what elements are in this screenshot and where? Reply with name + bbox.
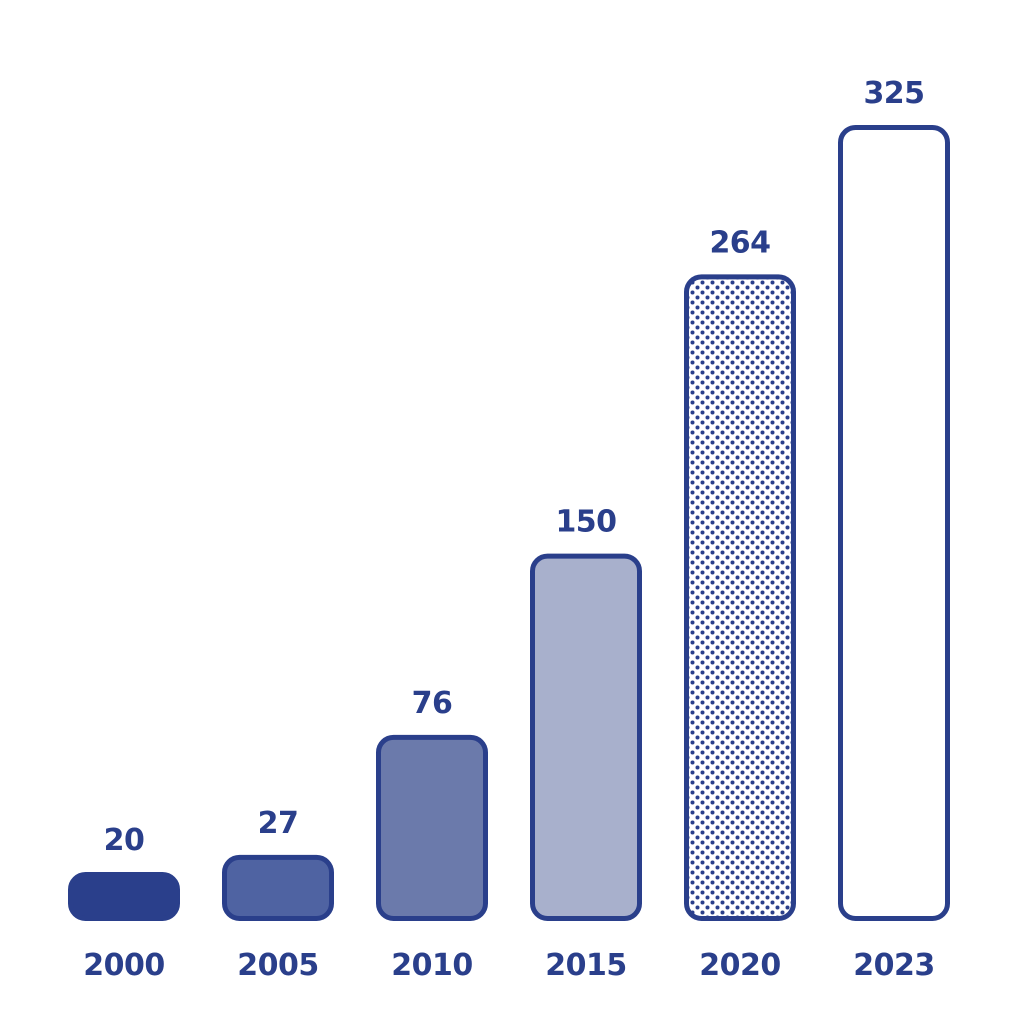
bar-2005	[222, 854, 334, 922]
bar-2010	[376, 734, 488, 921]
value-label-2000: 20	[104, 823, 145, 858]
bar-2023	[838, 125, 950, 921]
value-label-2015: 150	[555, 505, 616, 540]
value-label-2023: 325	[863, 76, 924, 111]
tick-label-2023: 2023	[853, 948, 935, 983]
bar-2015	[530, 553, 642, 921]
value-label-2020: 264	[709, 225, 770, 260]
tick-label-2010: 2010	[391, 948, 473, 983]
bars	[68, 125, 950, 922]
tick-label-2020: 2020	[699, 948, 781, 983]
bar-2000	[68, 872, 180, 921]
tick-label-2000: 2000	[83, 948, 165, 983]
bar-2020	[684, 274, 796, 921]
tick-label-2005: 2005	[237, 948, 319, 983]
value-label-2010: 76	[412, 686, 453, 721]
tick-label-2015: 2015	[545, 948, 627, 983]
value-label-2005: 27	[258, 806, 299, 841]
x-axis-tick-labels: 2000 2005 2010 2015 2020 2023	[83, 948, 935, 983]
value-labels: 20 27 76 150 264 325	[104, 76, 925, 858]
